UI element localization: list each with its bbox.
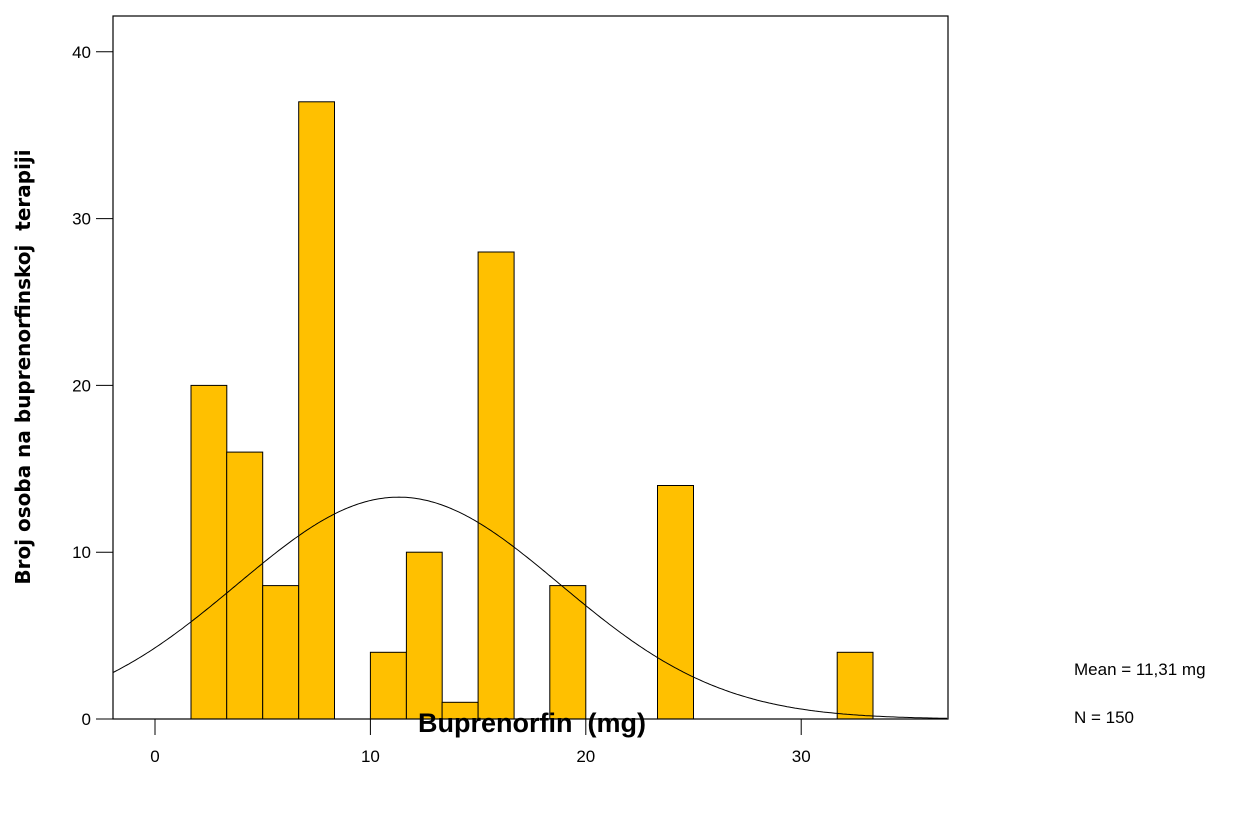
bars-layer — [190, 101, 874, 720]
histogram-bar — [477, 251, 515, 720]
x-tick-label: 0 — [150, 747, 159, 766]
histogram-bar — [298, 101, 336, 720]
y-tick-label: 10 — [72, 543, 91, 562]
x-tick-label: 10 — [361, 747, 380, 766]
y-tick-label: 0 — [82, 710, 91, 729]
plot-frame — [112, 15, 949, 720]
y-axis-title: Broj osoba na buprenorfinskoj terapiji — [11, 149, 35, 584]
y-tick-label: 30 — [72, 210, 91, 229]
histogram-bar — [369, 651, 407, 720]
x-axis-title: Buprenorfin (mg) — [418, 708, 646, 738]
mean-stat: Mean = 11,31 mg — [1074, 660, 1206, 679]
histogram-bar — [405, 551, 443, 720]
normal-curve — [112, 496, 947, 719]
histogram-bar — [262, 585, 300, 720]
y-axis: 0 10 20 30 40 — [72, 43, 113, 729]
histogram-bar — [226, 451, 264, 720]
histogram-bar — [190, 384, 228, 720]
n-stat: N = 150 — [1074, 708, 1134, 727]
histogram-bar — [836, 651, 874, 720]
y-tick-label: 40 — [72, 43, 91, 62]
x-tick-label: 20 — [576, 747, 595, 766]
histogram-bar — [549, 585, 587, 720]
x-axis: 0 10 20 30 — [150, 719, 811, 766]
x-tick-label: 30 — [792, 747, 811, 766]
histogram-bar — [657, 485, 694, 720]
y-tick-label: 20 — [72, 376, 91, 395]
